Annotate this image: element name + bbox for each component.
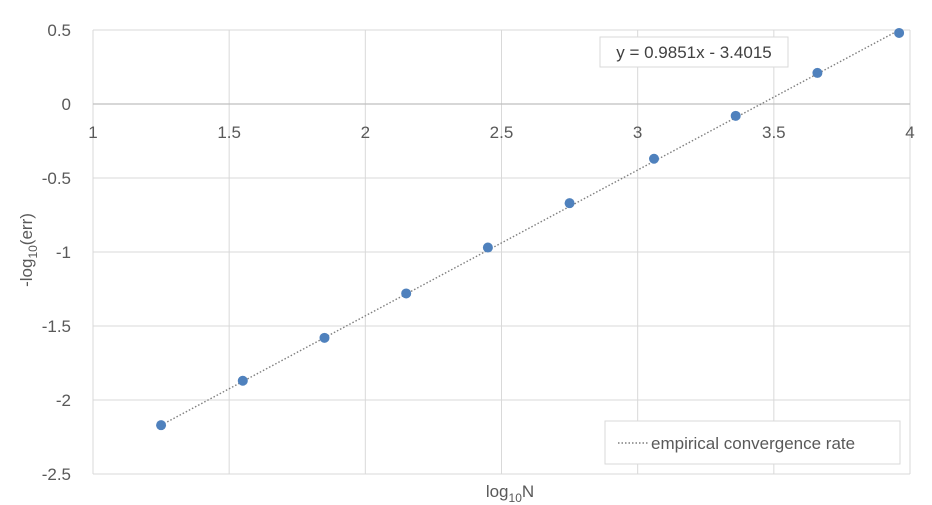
y-axis-title: -log10(err) — [17, 213, 40, 287]
grid-lines — [92, 29, 911, 475]
x-axis-title: log10N — [486, 482, 534, 505]
data-point — [156, 420, 167, 431]
y-tick-label: -1.5 — [42, 317, 71, 336]
y-axis-title-sub: 10 — [26, 245, 40, 259]
x-tick-label: 2 — [361, 123, 370, 142]
y-tick-label: -1 — [56, 243, 71, 262]
y-axis-title-tail: (err) — [17, 213, 36, 245]
y-tick-label: 0.5 — [47, 21, 71, 40]
x-axis-title-sub: 10 — [509, 491, 523, 505]
x-axis-title-tail: N — [522, 482, 534, 501]
x-tick-label: 3 — [633, 123, 642, 142]
x-tick-label: 3.5 — [762, 123, 786, 142]
x-tick-label: 4 — [905, 123, 914, 142]
data-point — [812, 67, 823, 78]
y-tick-label: -2 — [56, 391, 71, 410]
x-axis-title-main: log — [486, 482, 509, 501]
legend-entry-label: empirical convergence rate — [651, 434, 855, 453]
y-tick-label: -0.5 — [42, 169, 71, 188]
legend: empirical convergence rate — [604, 420, 901, 465]
equation-label: y = 0.9851x - 3.4015 — [616, 43, 771, 62]
x-tick-label: 1.5 — [217, 123, 241, 142]
data-point — [319, 332, 330, 343]
y-axis-title-main: -log — [17, 259, 36, 287]
data-points — [156, 27, 905, 431]
data-point — [730, 110, 741, 121]
y-tick-label: -2.5 — [42, 465, 71, 484]
tick-labels: -2.5 -2 -1.5 -1 -0.5 0 0.5 1 1.5 2 2.5 3 3.5 4 — [42, 21, 915, 484]
data-point — [649, 153, 660, 164]
data-point — [482, 242, 493, 253]
trendline — [160, 29, 900, 426]
data-point — [237, 375, 248, 386]
legend-box — [604, 420, 901, 465]
data-point — [564, 198, 575, 209]
trendline-layer — [160, 29, 900, 426]
data-point — [401, 288, 412, 299]
trendline-equation: y = 0.9851x - 3.4015 — [599, 36, 789, 68]
x-tick-label: 2.5 — [490, 123, 514, 142]
y-tick-label: 0 — [62, 95, 71, 114]
equation-box — [599, 36, 789, 68]
data-point — [894, 27, 905, 38]
x-tick-label: 1 — [88, 123, 97, 142]
